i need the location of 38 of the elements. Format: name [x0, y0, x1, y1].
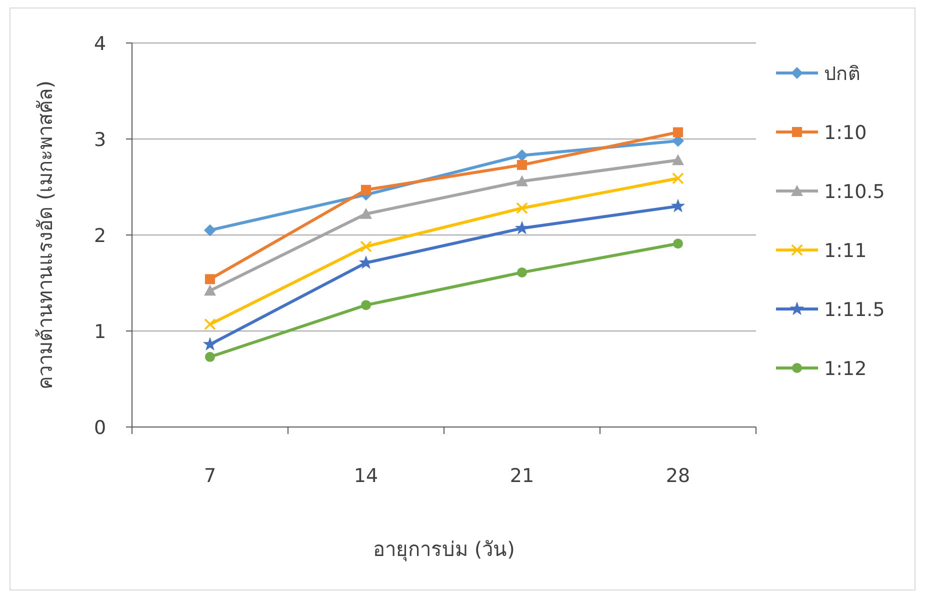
point — [517, 267, 527, 278]
point — [514, 220, 530, 234]
legend-label: 1:10 — [824, 122, 867, 144]
x-tick-label: 28 — [666, 465, 690, 487]
x-tick-label: 7 — [204, 465, 216, 487]
point — [205, 274, 215, 284]
legend-label: 1:10.5 — [824, 181, 885, 203]
y-tick-label: 4 — [94, 33, 106, 55]
x-tick-label: 21 — [510, 465, 534, 487]
point — [204, 224, 216, 236]
y-axis-title: ความต้านทานแรงอัด (เมกะพาสคัล) — [33, 80, 57, 390]
point — [204, 318, 216, 330]
point — [516, 175, 528, 186]
y-tick-label: 3 — [94, 129, 106, 151]
point — [672, 154, 684, 166]
point — [202, 336, 218, 351]
point — [673, 238, 683, 249]
x-tick-label: 14 — [354, 465, 378, 487]
point — [673, 127, 683, 138]
point — [672, 172, 684, 184]
point — [361, 184, 371, 195]
point — [361, 300, 371, 310]
point — [517, 160, 527, 170]
point — [204, 284, 216, 296]
legend-label: 1:11 — [824, 240, 867, 262]
y-tick-label: 0 — [94, 417, 106, 439]
point — [205, 352, 215, 362]
y-tick-label: 2 — [94, 225, 106, 247]
point — [516, 202, 528, 214]
point — [360, 208, 372, 219]
point — [670, 198, 686, 212]
point — [516, 149, 528, 162]
y-tick-label: 1 — [94, 321, 106, 343]
legend-label: ปกติ — [824, 63, 860, 85]
legend-label: 1:11.5 — [824, 299, 885, 321]
legend-label: 1:12 — [824, 358, 867, 380]
point — [360, 240, 372, 252]
x-axis-title: อายุการบ่ม (วัน) — [373, 537, 515, 562]
